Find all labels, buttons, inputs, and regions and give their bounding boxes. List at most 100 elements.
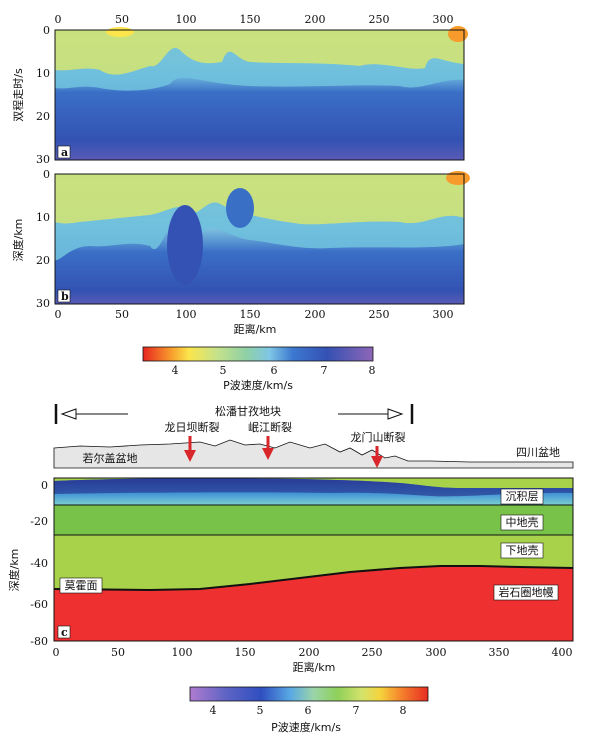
panel-b-tag-box xyxy=(57,289,71,303)
panel-b-tag: b xyxy=(61,290,69,303)
basin-left-label: 若尔盖盆地 xyxy=(83,451,138,465)
panel-b-hotspot-right xyxy=(446,171,470,185)
tick-c-y-20: -20 xyxy=(30,515,48,528)
panel-a-transition xyxy=(55,47,464,91)
panel-a-y-ticks: 0 10 20 30 xyxy=(36,24,50,166)
fault-arrow-longmenshan xyxy=(371,446,383,468)
panel-a-tag-box xyxy=(57,145,71,159)
panel-a-top-ticks: 0 50 100 150 200 250 300 xyxy=(55,13,454,26)
panel-c: 沉积层 中地壳 下地壳 岩石圈地幔 莫霍面 c xyxy=(53,477,574,642)
panel-b-x-ticks: 0 50 100 150 200 250 300 xyxy=(55,308,454,321)
colorbar-bottom: 4 5 6 7 8 P波速度/km/s xyxy=(189,686,429,734)
tick-c-x-150: 150 xyxy=(235,646,256,659)
cbar-bottom-tick-6: 6 xyxy=(305,704,312,717)
tick-c-x-200: 200 xyxy=(299,646,320,659)
tick-a-y-10: 10 xyxy=(36,67,50,80)
mid-crust-fill xyxy=(54,505,573,535)
label-mid-crust: 中地壳 xyxy=(506,515,539,529)
panel-a-ylabel: 双程走时/s xyxy=(12,68,25,122)
tick-a-top-100: 100 xyxy=(176,13,197,26)
topography-profile xyxy=(53,439,574,469)
colorbar-top-bar xyxy=(142,346,374,362)
tick-a-y-30: 30 xyxy=(36,153,50,166)
tick-b-x-300: 300 xyxy=(433,308,454,321)
right-arrow-icon xyxy=(338,408,404,420)
tick-c-x-250: 250 xyxy=(362,646,383,659)
colorbar-bottom-bar xyxy=(189,686,429,702)
panel-a: a xyxy=(54,26,468,161)
cbar-top-tick-7: 7 xyxy=(321,364,328,377)
sediment-top-strip xyxy=(54,478,573,497)
tick-b-y-0: 0 xyxy=(43,168,50,181)
tick-c-x-100: 100 xyxy=(172,646,193,659)
label-box-sediment xyxy=(500,488,544,505)
panel-c-ylabel: 深度/km xyxy=(7,549,21,592)
panel-a-tag: a xyxy=(61,146,68,159)
tick-b-x-150: 150 xyxy=(240,308,261,321)
panel-a-hotspot-left xyxy=(106,27,134,37)
cbar-top-tick-8: 8 xyxy=(369,364,376,377)
tick-b-x-200: 200 xyxy=(305,308,326,321)
tick-c-y-0: 0 xyxy=(41,479,48,492)
tick-c-y-60: -60 xyxy=(30,598,48,611)
tick-a-top-0: 0 xyxy=(55,13,62,26)
panel-b-frame xyxy=(54,173,465,305)
cbar-top-tick-6: 6 xyxy=(271,364,278,377)
tick-c-x-50: 50 xyxy=(111,646,125,659)
panel-c-xlabel: 距离/km xyxy=(293,660,336,674)
colorbar-bottom-label: P波速度/km/s xyxy=(271,720,341,734)
tick-a-top-250: 250 xyxy=(369,13,390,26)
tick-c-x-300: 300 xyxy=(426,646,447,659)
tick-c-x-350: 350 xyxy=(489,646,510,659)
mantle-fill xyxy=(54,566,573,641)
panel-b-ylabel: 深度/km xyxy=(11,219,25,262)
label-box-mantle xyxy=(493,584,559,601)
tick-a-top-200: 200 xyxy=(305,13,326,26)
tick-a-y-0: 0 xyxy=(43,24,50,37)
tick-b-x-100: 100 xyxy=(176,308,197,321)
basin-right-label: 四川盆地 xyxy=(516,445,560,459)
panel-c-tag: c xyxy=(61,626,68,639)
cbar-top-tick-4: 4 xyxy=(172,364,179,377)
panel-b: b xyxy=(54,171,470,305)
fault-label-longmenshan: 龙门山断裂 xyxy=(351,430,406,444)
panel-b-y-ticks: 0 10 20 30 xyxy=(36,168,50,310)
panel-a-frame xyxy=(54,29,465,161)
block-label: 松潘甘孜地块 xyxy=(215,404,281,418)
moho-line xyxy=(53,565,574,592)
fault-arrow-minjiang xyxy=(262,436,274,460)
tick-c-x-400: 400 xyxy=(552,646,573,659)
tick-a-top-300: 300 xyxy=(433,13,454,26)
tick-c-y-80: -80 xyxy=(30,635,48,648)
cbar-bottom-tick-8: 8 xyxy=(400,704,407,717)
tick-b-x-0: 0 xyxy=(55,308,62,321)
tick-b-y-10: 10 xyxy=(36,211,50,224)
label-mantle: 岩石圈地幔 xyxy=(499,585,554,599)
panel-a-hotspot-right xyxy=(448,26,468,42)
panel-c-tag-box xyxy=(57,625,71,639)
cross-section-header: 松潘甘孜地块 龙日坝断裂 岷江断裂 龙门山断裂 若尔盖盆地 四川盆地 xyxy=(53,404,574,469)
tick-c-y-40: -40 xyxy=(30,557,48,570)
panel-b-blue-body xyxy=(167,205,203,285)
tick-a-top-150: 150 xyxy=(240,13,261,26)
panel-b-shallow-layer xyxy=(55,174,464,225)
panel-b-dome xyxy=(226,188,254,228)
tick-c-x-0: 0 xyxy=(53,646,60,659)
colorbar-top-label: P波速度/km/s xyxy=(223,378,293,392)
tick-b-x-50: 50 xyxy=(115,308,129,321)
fault-label-minjiang: 岷江断裂 xyxy=(248,420,292,434)
tick-b-x-250: 250 xyxy=(369,308,390,321)
label-moho: 莫霍面 xyxy=(65,579,98,592)
label-box-moho xyxy=(59,577,103,594)
tick-a-y-20: 20 xyxy=(36,110,50,123)
cbar-bottom-tick-4: 4 xyxy=(210,704,217,717)
panel-b-xlabel: 距离/km xyxy=(234,322,277,336)
tick-a-top-50: 50 xyxy=(115,13,129,26)
colorbar-top: 4 5 6 7 8 P波速度/km/s xyxy=(142,346,376,392)
cbar-bottom-tick-5: 5 xyxy=(257,704,264,717)
panel-b-transition xyxy=(55,202,464,261)
fault-arrow-longriba xyxy=(184,436,196,462)
tick-b-y-30: 30 xyxy=(36,297,50,310)
label-box-mid-crust xyxy=(500,514,544,531)
